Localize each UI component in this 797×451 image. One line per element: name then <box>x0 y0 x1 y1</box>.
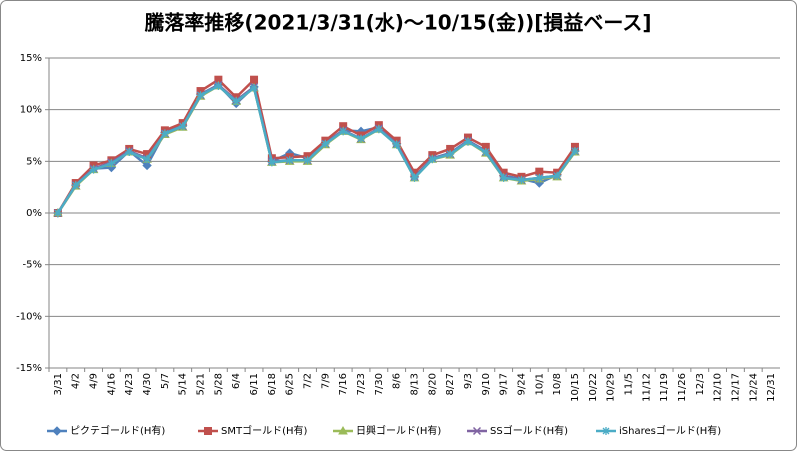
marker <box>285 156 294 165</box>
marker <box>303 156 312 165</box>
x-tick-label: 10/22 <box>588 373 599 402</box>
x-tick-label: 9/10 <box>481 373 492 395</box>
x-tick-label: 10/15 <box>570 373 581 402</box>
x-tick-label: 11/26 <box>677 373 688 402</box>
x-tick-label: 11/12 <box>641 373 652 402</box>
legend-label: 日興ゴールド(H有) <box>356 424 441 437</box>
marker <box>446 150 455 159</box>
legend-label: iSharesゴールド(H有) <box>619 424 721 437</box>
x-tick-label: 5/21 <box>196 373 207 395</box>
series-line <box>56 84 576 214</box>
marker <box>338 425 348 435</box>
marker <box>71 181 80 190</box>
marker <box>125 148 134 157</box>
marker <box>410 173 419 182</box>
legend-label: ピクテゴールド(H有) <box>70 424 165 437</box>
marker <box>89 165 98 174</box>
x-tick-label: 11/19 <box>659 373 670 402</box>
marker <box>178 122 187 131</box>
marker <box>517 175 526 184</box>
x-tick-label: 9/3 <box>463 373 474 389</box>
x-tick-label: 12/31 <box>766 373 777 402</box>
y-tick-label: -5% <box>23 260 42 271</box>
x-tick-label: 7/30 <box>374 373 385 395</box>
legend-item: iSharesゴールド(H有) <box>596 424 721 437</box>
legend-label: SMTゴールド(H有) <box>221 424 308 437</box>
marker <box>428 155 437 164</box>
x-tick-label: 5/14 <box>178 373 189 395</box>
marker <box>107 159 116 168</box>
x-tick-label: 10/8 <box>552 373 563 395</box>
marker <box>204 427 212 435</box>
x-tick-label: 4/16 <box>106 373 117 395</box>
x-tick-label: 8/13 <box>410 373 421 395</box>
y-tick-label: -15% <box>16 363 42 374</box>
x-tick-label: 8/20 <box>427 373 438 395</box>
x-tick-label: 10/29 <box>606 373 617 402</box>
marker <box>499 173 508 182</box>
marker <box>463 137 472 146</box>
x-tick-label: 7/23 <box>356 373 367 395</box>
legend-item: SSゴールド(H有) <box>467 424 568 437</box>
x-tick-label: 9/24 <box>516 373 527 395</box>
marker <box>214 81 223 90</box>
x-tick-label: 10/1 <box>534 373 545 395</box>
marker <box>143 155 152 164</box>
x-tick-label: 8/6 <box>392 373 403 389</box>
x-tick-label: 12/10 <box>713 373 724 402</box>
x-tick-label: 9/17 <box>499 373 510 395</box>
marker <box>53 209 62 217</box>
x-tick-label: 3/31 <box>53 373 64 395</box>
marker <box>553 171 562 180</box>
marker <box>570 147 579 155</box>
marker <box>374 125 383 134</box>
marker <box>52 426 62 436</box>
x-tick-label: 4/9 <box>89 373 100 389</box>
marker <box>321 139 330 148</box>
y-tick-label: 5% <box>26 156 42 167</box>
marker <box>392 140 401 149</box>
legend-item: SMTゴールド(H有) <box>198 424 308 437</box>
x-tick-label: 12/3 <box>695 373 706 395</box>
x-tick-label: 7/9 <box>320 373 331 389</box>
x-tick-label: 7/2 <box>303 373 314 389</box>
legend-item: 日興ゴールド(H有) <box>333 424 441 437</box>
marker <box>250 75 259 84</box>
marker <box>232 97 241 106</box>
x-tick-label: 6/18 <box>267 373 278 395</box>
marker <box>267 158 276 167</box>
marker <box>472 426 482 436</box>
marker <box>481 148 490 157</box>
x-tick-label: 6/11 <box>249 373 260 395</box>
marker <box>160 129 169 138</box>
x-tick-label: 11/5 <box>623 373 634 395</box>
x-tick-label: 7/16 <box>338 373 349 395</box>
legend-item: ピクテゴールド(H有) <box>47 424 165 437</box>
legend-label: SSゴールド(H有) <box>490 424 568 437</box>
x-tick-label: 6/4 <box>231 373 242 389</box>
x-tick-label: 5/28 <box>213 373 224 395</box>
x-tick-label: 4/23 <box>124 373 135 395</box>
y-tick-label: 0% <box>26 208 42 219</box>
x-tick-label: 5/7 <box>160 373 171 389</box>
x-tick-label: 6/25 <box>285 373 296 395</box>
marker <box>196 91 205 100</box>
marker <box>142 160 152 171</box>
y-tick-label: 15% <box>20 53 42 64</box>
x-tick-label: 12/17 <box>730 373 741 402</box>
x-tick-label: 8/27 <box>445 373 456 395</box>
marker <box>357 134 366 143</box>
x-tick-label: 4/2 <box>71 373 82 389</box>
marker <box>535 173 544 182</box>
x-tick-label: 4/30 <box>142 373 153 395</box>
chart-title: 騰落率推移(2021/3/31(水)～10/15(金))[損益ベース] <box>144 11 651 35</box>
marker <box>339 127 348 136</box>
y-tick-label: 10% <box>20 105 42 116</box>
y-tick-label: -10% <box>16 311 42 322</box>
x-tick-label: 12/24 <box>748 373 759 402</box>
marker <box>602 427 610 435</box>
marker <box>250 83 259 92</box>
